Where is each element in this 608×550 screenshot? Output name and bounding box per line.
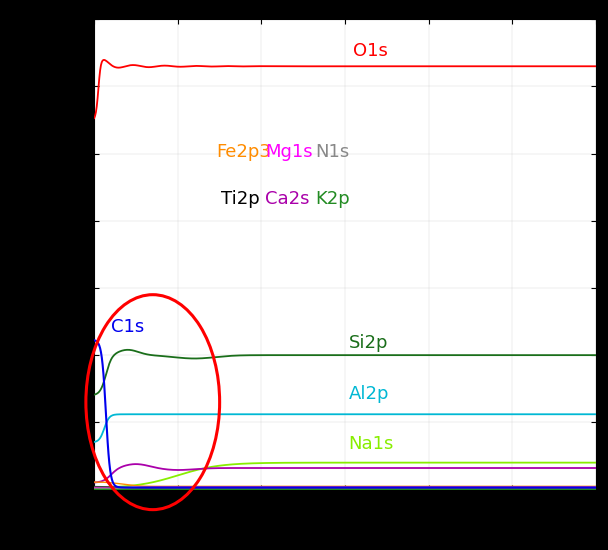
- Text: Ca2s: Ca2s: [264, 190, 309, 208]
- Text: O1s: O1s: [353, 42, 389, 60]
- Text: Mg1s: Mg1s: [264, 143, 313, 161]
- Text: Si2p: Si2p: [348, 334, 388, 353]
- Text: Na1s: Na1s: [348, 435, 394, 453]
- Y-axis label: Atomic Concentration (%): Atomic Concentration (%): [52, 144, 67, 365]
- Text: Fe2p3: Fe2p3: [216, 143, 271, 161]
- Text: K2p: K2p: [315, 190, 350, 208]
- Text: N1s: N1s: [315, 143, 349, 161]
- X-axis label: Sputter Depth (nm): Sputter Depth (nm): [246, 515, 444, 533]
- Text: Ti2p: Ti2p: [221, 190, 260, 208]
- Text: C1s: C1s: [111, 318, 144, 336]
- Text: Al2p: Al2p: [348, 385, 389, 403]
